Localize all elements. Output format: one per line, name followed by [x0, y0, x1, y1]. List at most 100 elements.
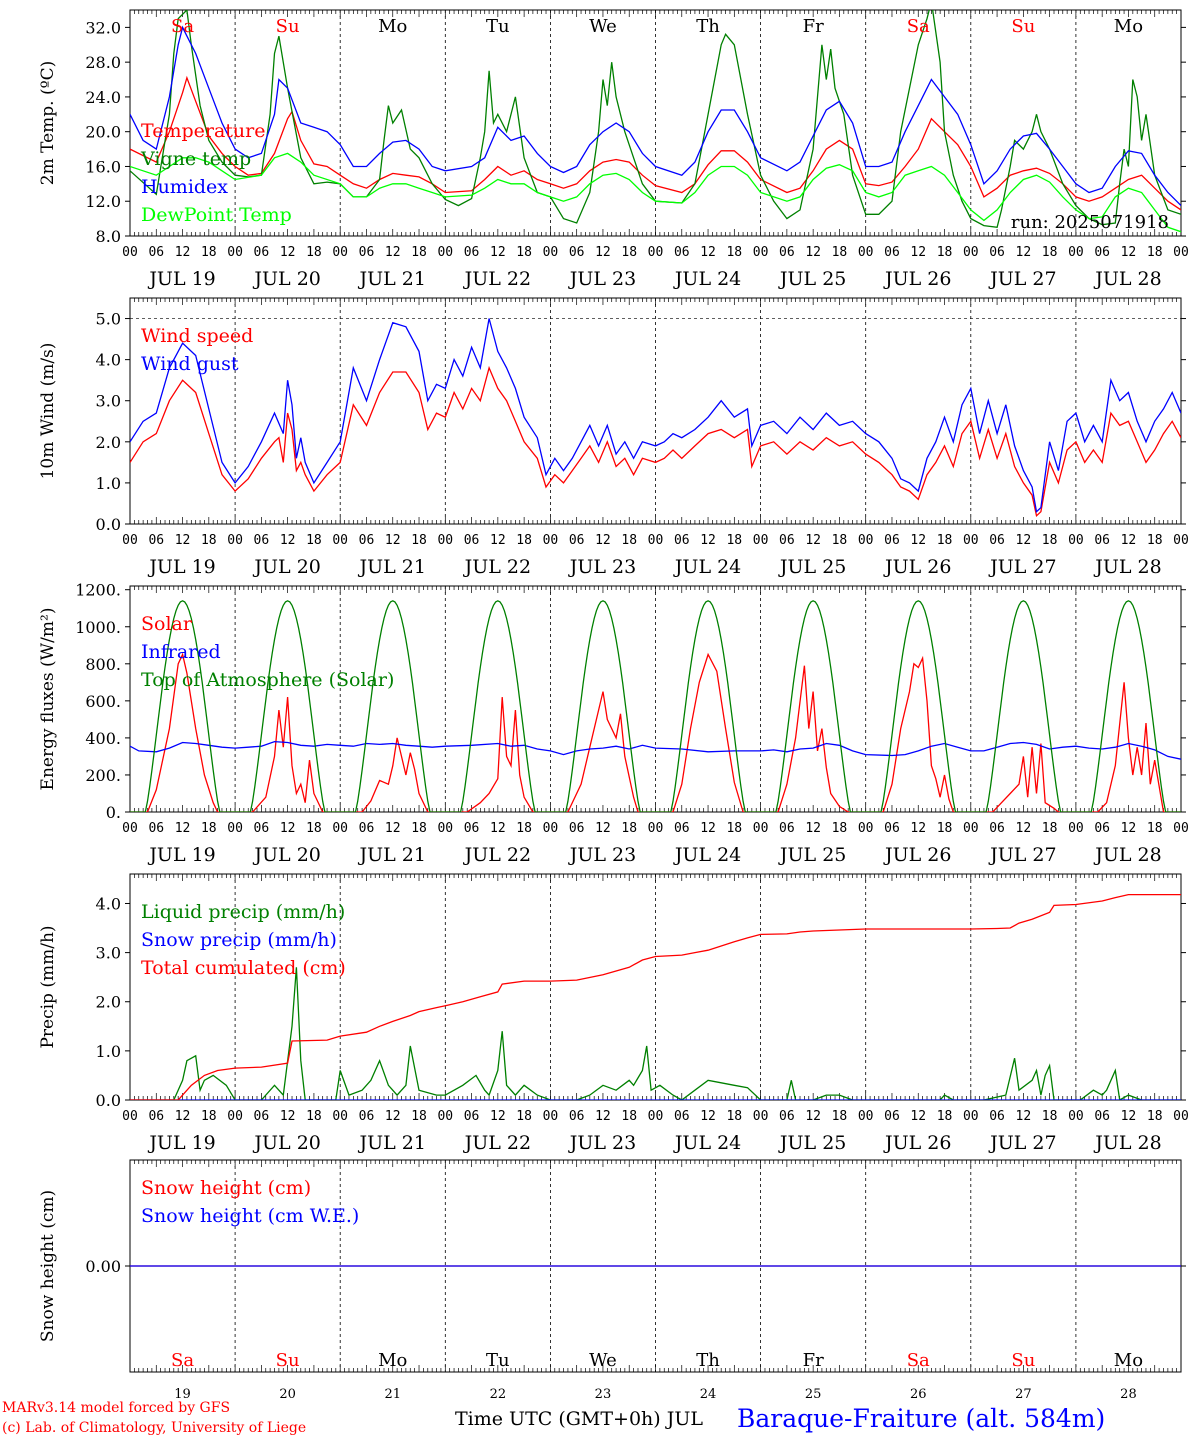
date-label: JUL 20 [252, 1132, 320, 1154]
hour-label: 18 [1147, 1109, 1163, 1124]
y-axis-label: 10m Wind (m/s) [38, 343, 58, 480]
hour-label: 00 [1173, 533, 1189, 548]
hour-label: 00 [1173, 245, 1189, 260]
hour-label: 00 [227, 821, 243, 836]
date-label: JUL 20 [252, 268, 320, 290]
hour-label: 06 [674, 821, 690, 836]
hour-label: 12 [805, 821, 821, 836]
hour-ticks [129, 10, 1182, 236]
time-axis-title: Time UTC (GMT+0h) JUL [455, 1408, 703, 1430]
legend-entry: Total cumulated (cm) [141, 957, 346, 979]
hour-label: 00 [437, 245, 453, 260]
hour-label: 18 [306, 533, 322, 548]
y-tick-label: 1000. [75, 618, 121, 637]
legend-entry: Snow height (cm) [141, 1177, 311, 1199]
hour-label: 00 [753, 245, 769, 260]
hour-label: 06 [464, 1109, 480, 1124]
hour-label: 00 [543, 1109, 559, 1124]
y-tick-label: 800. [85, 655, 121, 674]
y-tick-label: 400. [85, 729, 121, 748]
hour-label: 12 [280, 821, 296, 836]
hour-label: 12 [490, 1109, 506, 1124]
weekday-label: We [589, 16, 617, 37]
hour-label: 00 [648, 821, 664, 836]
y-tick-label: 24.0 [85, 88, 121, 107]
weekday-label: Mo [378, 1350, 407, 1371]
date-label: JUL 21 [358, 1132, 426, 1154]
hour-label: 18 [621, 1109, 637, 1124]
hour-label: 12 [280, 1109, 296, 1124]
hour-label: 06 [254, 245, 270, 260]
series-infrared [130, 740, 1181, 760]
date-label: JUL 28 [1093, 1132, 1161, 1154]
hour-label: 12 [910, 821, 926, 836]
weekday-label: Sa [171, 1350, 194, 1371]
hour-label: 18 [726, 821, 742, 836]
y-tick-label: 3.0 [96, 392, 121, 411]
hour-label: 06 [359, 245, 375, 260]
series-dewpoint-temp [130, 152, 1181, 233]
credit-line-1: MARv3.14 model forced by GFS [2, 1400, 230, 1416]
hour-label: 18 [937, 821, 953, 836]
date-label: JUL 25 [778, 844, 846, 866]
date-label: JUL 26 [883, 844, 951, 866]
date-label: JUL 19 [147, 268, 215, 290]
hour-label: 06 [1094, 821, 1110, 836]
weekday-label: Tu [486, 16, 510, 37]
date-label: JUL 27 [988, 268, 1056, 290]
hour-label: 00 [963, 1109, 979, 1124]
hour-label: 18 [306, 245, 322, 260]
hour-label: 12 [1121, 821, 1137, 836]
date-label: JUL 22 [463, 1132, 531, 1154]
hour-label: 18 [306, 1109, 322, 1124]
hour-label: 18 [832, 821, 848, 836]
day-number-label: 23 [595, 1387, 612, 1402]
day-number-label: 21 [384, 1387, 401, 1402]
panel-temperature: 8.0 12.0 16.0 20.0 24.0 28.0 32.0 2m Temp. (ºC)… [38, 9, 1189, 290]
hour-label: 18 [726, 533, 742, 548]
hour-label: 00 [437, 821, 453, 836]
hour-label: 06 [989, 245, 1005, 260]
hour-label: 12 [910, 1109, 926, 1124]
hour-label: 06 [569, 821, 585, 836]
hour-label: 06 [464, 533, 480, 548]
hour-label: 00 [963, 821, 979, 836]
date-label: JUL 23 [568, 556, 636, 578]
weekday-label: Su [1011, 1350, 1035, 1371]
day-number-label: 24 [700, 1387, 717, 1402]
day-number-label: 26 [910, 1387, 927, 1402]
legend-entry: Liquid precip (mm/h) [141, 901, 345, 923]
hour-label: 06 [464, 821, 480, 836]
legend-entry: Vigne temp [140, 148, 251, 170]
y-tick-label: 1.0 [96, 474, 121, 493]
hour-label: 12 [1016, 1109, 1032, 1124]
run-note: run: 2025071918 [1011, 212, 1169, 233]
hour-ticks [129, 1160, 1182, 1372]
hour-label: 06 [674, 533, 690, 548]
hour-label: 18 [516, 1109, 532, 1124]
hour-label: 00 [543, 821, 559, 836]
hour-label: 06 [359, 1109, 375, 1124]
hour-label: 06 [884, 821, 900, 836]
legend-entry: Snow precip (mm/h) [141, 929, 337, 951]
y-axis-label: Energy fluxes (W/m²) [38, 608, 58, 791]
hour-label: 18 [201, 533, 217, 548]
hour-label: 06 [884, 533, 900, 548]
hour-label: 00 [753, 821, 769, 836]
hour-label: 06 [779, 533, 795, 548]
y-tick-label: 32.0 [85, 18, 121, 37]
hour-label: 00 [227, 533, 243, 548]
hour-label: 00 [963, 533, 979, 548]
day-number-label: 19 [174, 1387, 191, 1402]
hour-label: 18 [621, 533, 637, 548]
hour-label: 18 [516, 821, 532, 836]
hour-label: 18 [1147, 821, 1163, 836]
hour-label: 00 [1068, 245, 1084, 260]
hour-label: 18 [201, 1109, 217, 1124]
date-label: JUL 24 [673, 556, 741, 578]
hour-label: 06 [674, 245, 690, 260]
weekday-label: Fr [803, 16, 824, 37]
date-label: JUL 24 [673, 1132, 741, 1154]
date-label: JUL 24 [673, 268, 741, 290]
